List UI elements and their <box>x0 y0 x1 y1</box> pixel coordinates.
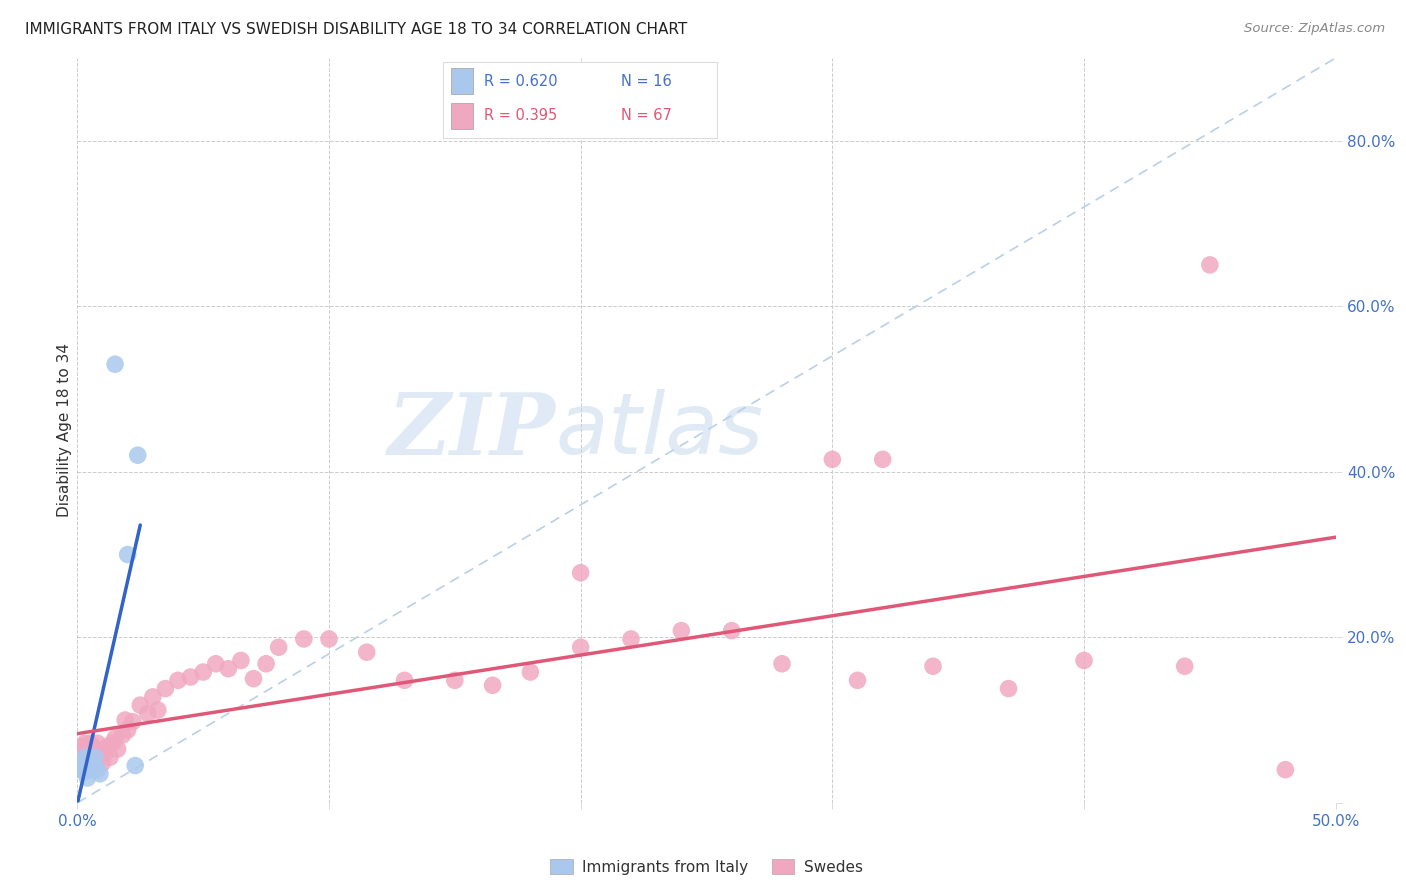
Point <box>191 665 215 679</box>
Point <box>821 452 844 467</box>
Point <box>82 753 104 767</box>
Point <box>84 746 107 760</box>
Point <box>72 761 94 775</box>
Point <box>72 739 94 754</box>
Point <box>101 736 124 750</box>
Point <box>217 662 239 676</box>
Point <box>142 690 165 704</box>
Point <box>167 673 190 688</box>
Point <box>104 731 127 746</box>
Point <box>98 750 121 764</box>
Point <box>671 624 693 638</box>
Point <box>86 744 108 758</box>
Text: R = 0.395: R = 0.395 <box>484 109 557 123</box>
Point <box>91 756 114 770</box>
Point <box>69 756 91 770</box>
Point <box>79 736 101 750</box>
Point <box>73 764 96 779</box>
Point <box>72 755 94 769</box>
Point <box>922 659 945 673</box>
Point <box>79 763 101 777</box>
Point <box>111 728 134 742</box>
Point <box>204 657 226 671</box>
Point <box>76 758 98 772</box>
Point <box>104 357 127 371</box>
Point <box>76 756 98 770</box>
Point <box>96 739 118 754</box>
Point <box>620 632 643 646</box>
Point <box>242 672 264 686</box>
Text: N = 16: N = 16 <box>621 73 672 88</box>
Point <box>481 678 503 692</box>
Text: atlas: atlas <box>555 389 763 472</box>
Point <box>73 744 96 758</box>
Point <box>318 632 340 646</box>
Point <box>720 624 742 638</box>
Point <box>117 548 139 562</box>
Point <box>76 739 98 754</box>
Point <box>72 750 94 764</box>
Point <box>124 758 146 772</box>
Point <box>82 756 104 770</box>
Point <box>79 761 101 775</box>
Point <box>1199 258 1222 272</box>
Point <box>519 665 541 679</box>
Point <box>79 747 101 762</box>
Point <box>1073 653 1095 667</box>
Text: R = 0.620: R = 0.620 <box>484 73 558 88</box>
FancyBboxPatch shape <box>451 103 472 129</box>
Point <box>127 448 149 462</box>
Point <box>121 714 143 729</box>
Point <box>89 767 111 781</box>
Point <box>73 736 96 750</box>
Point <box>73 755 96 769</box>
Point <box>356 645 378 659</box>
Point <box>229 653 252 667</box>
Text: ZIP: ZIP <box>388 389 555 472</box>
Point <box>107 742 129 756</box>
Point <box>72 758 94 772</box>
Point <box>394 673 416 688</box>
Point <box>180 670 202 684</box>
Point <box>569 640 592 655</box>
Point <box>114 713 136 727</box>
Text: IMMIGRANTS FROM ITALY VS SWEDISH DISABILITY AGE 18 TO 34 CORRELATION CHART: IMMIGRANTS FROM ITALY VS SWEDISH DISABIL… <box>25 22 688 37</box>
Point <box>94 746 117 760</box>
FancyBboxPatch shape <box>451 68 472 95</box>
Text: N = 67: N = 67 <box>621 109 672 123</box>
Point <box>770 657 793 671</box>
Point <box>155 681 177 696</box>
Point <box>292 632 315 646</box>
Point <box>117 723 139 737</box>
Point <box>1174 659 1197 673</box>
Point <box>82 739 104 754</box>
Point <box>129 698 152 713</box>
Point <box>86 763 108 777</box>
Point <box>444 673 467 688</box>
Point <box>267 640 290 655</box>
Text: Source: ZipAtlas.com: Source: ZipAtlas.com <box>1244 22 1385 36</box>
Legend: Immigrants from Italy, Swedes: Immigrants from Italy, Swedes <box>544 853 869 880</box>
Point <box>84 750 107 764</box>
Point <box>89 750 111 764</box>
Point <box>69 763 91 777</box>
Point <box>997 681 1019 696</box>
Point <box>136 706 159 721</box>
Point <box>254 657 277 671</box>
Point <box>86 736 108 750</box>
Point <box>69 746 91 760</box>
Point <box>73 750 96 764</box>
Point <box>846 673 869 688</box>
Point <box>569 566 592 580</box>
Point <box>1274 763 1296 777</box>
Point <box>76 771 98 785</box>
Point <box>146 703 169 717</box>
Point <box>84 758 107 772</box>
Point <box>872 452 894 467</box>
Y-axis label: Disability Age 18 to 34: Disability Age 18 to 34 <box>56 343 72 517</box>
